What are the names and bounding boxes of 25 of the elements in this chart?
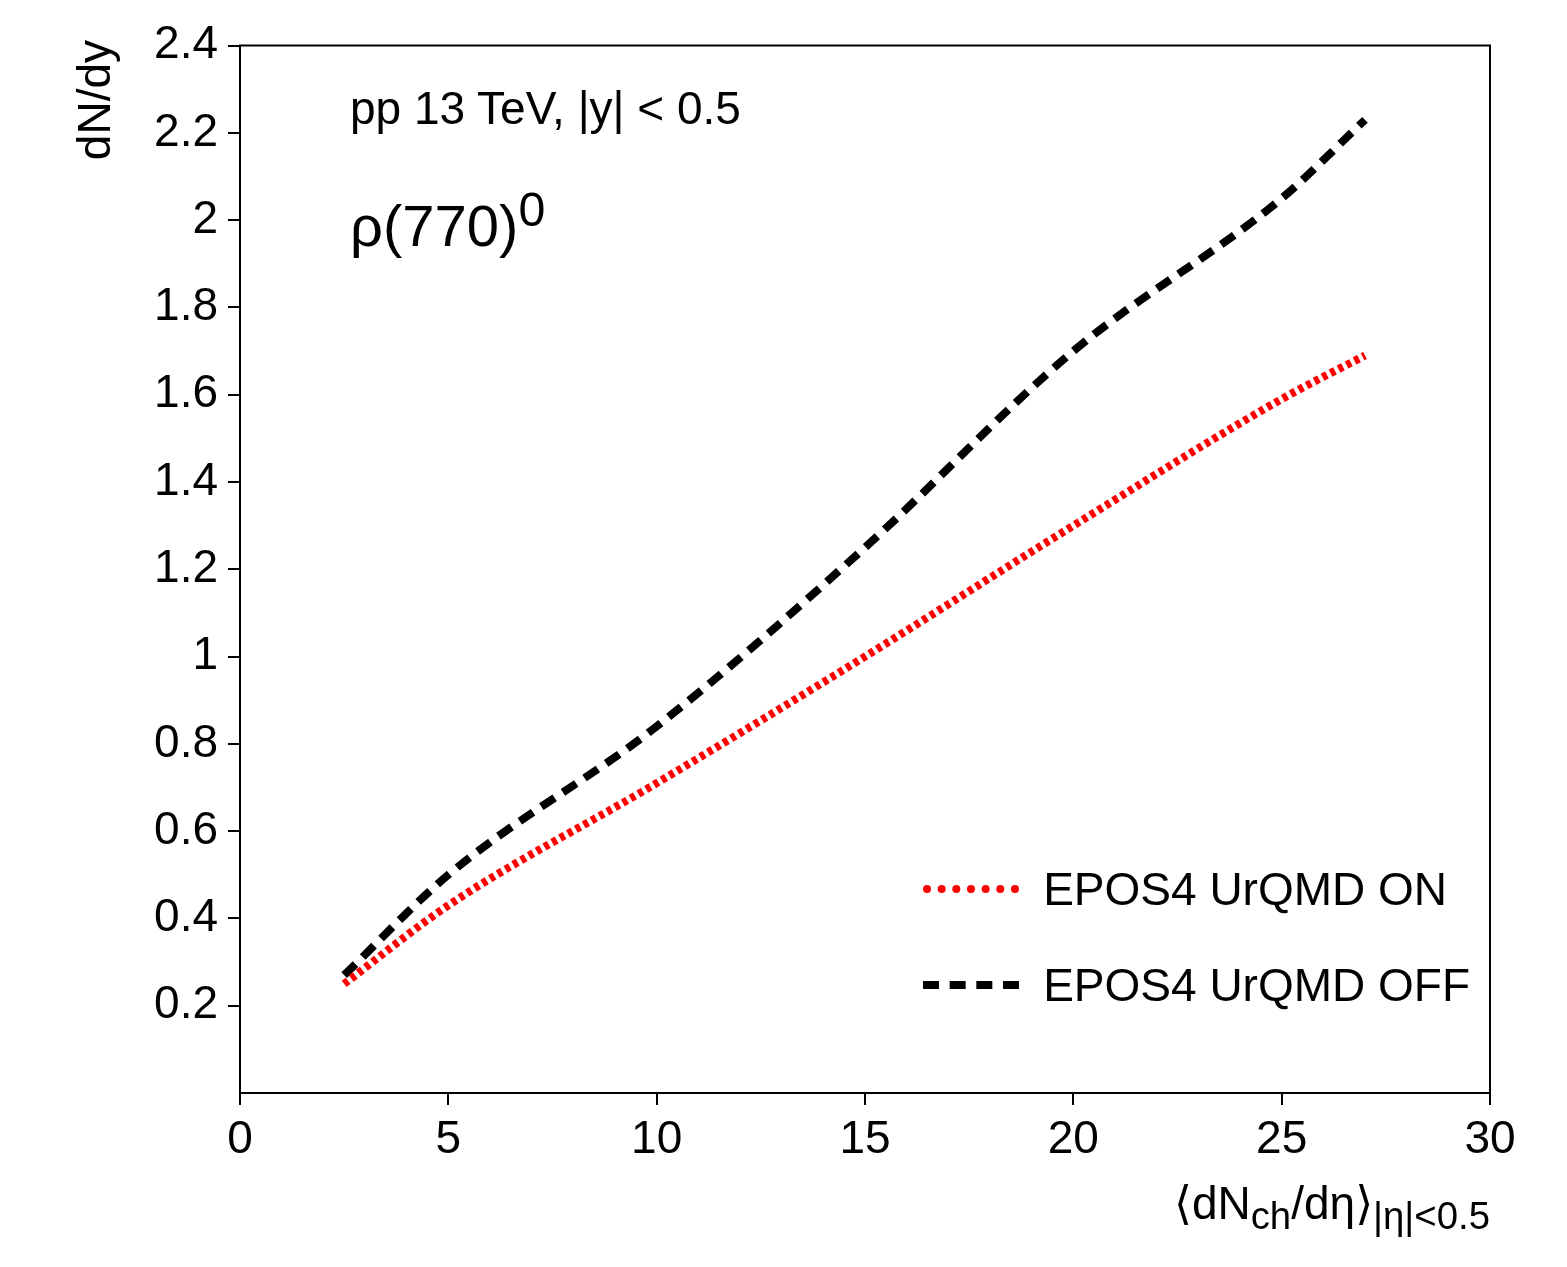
y-tick-label: 0.6 — [154, 801, 218, 854]
y-tick-label: 1 — [192, 627, 218, 680]
x-tick-label: 15 — [839, 1111, 891, 1164]
x-tick-label: 30 — [1464, 1111, 1516, 1164]
annotation: ρ(770)$^{0}$ — [350, 181, 546, 260]
y-tick-label: 0.4 — [154, 889, 218, 942]
x-tick-label: 0 — [227, 1111, 253, 1164]
x-tick-label: 5 — [435, 1111, 462, 1164]
y-tick-label: 0.8 — [154, 714, 218, 767]
y-tick-label: 0.2 — [154, 976, 218, 1029]
x-tick-label: 20 — [1047, 1111, 1099, 1164]
x-tick-label: 25 — [1256, 1111, 1308, 1164]
x-axis-title: ⟨dN$_{ch}$/dη⟩$_{|η|<0.5}$ — [1173, 1176, 1490, 1239]
y-tick-label: 2 — [192, 190, 218, 243]
legend-label: EPOS4 UrQMD OFF — [1043, 958, 1470, 1012]
y-tick-label: 1.4 — [154, 452, 218, 505]
y-tick-label: 1.8 — [154, 278, 218, 331]
y-tick-label: 1.2 — [154, 539, 218, 592]
y-tick-label: 1.6 — [154, 365, 218, 418]
annotation: pp 13 TeV, |y| < 0.5 — [350, 81, 741, 135]
y-axis-title: dN/dy — [68, 40, 120, 161]
y-tick-label: 2.2 — [154, 103, 218, 156]
x-tick-label: 10 — [631, 1111, 683, 1164]
legend-label: EPOS4 UrQMD ON — [1043, 862, 1448, 916]
y-tick-label: 2.4 — [154, 16, 218, 69]
